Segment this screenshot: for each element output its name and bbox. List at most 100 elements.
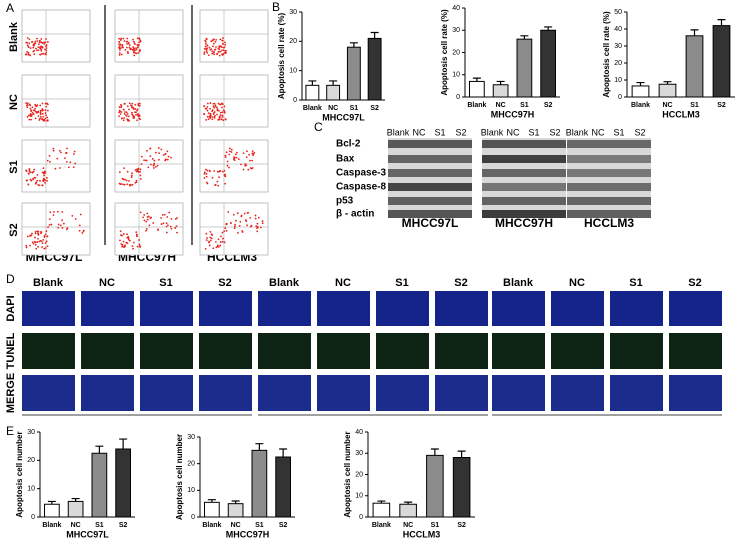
- flow-dot: [36, 40, 39, 42]
- flow-dot: [218, 54, 221, 57]
- flow-dot: [133, 54, 136, 57]
- flow-dot: [25, 102, 27, 105]
- flow-dot: [218, 103, 221, 106]
- flow-dot: [121, 117, 123, 120]
- flow-dot: [73, 150, 76, 153]
- micrograph: [199, 333, 252, 369]
- flow-dot: [59, 224, 62, 227]
- flow-dot: [228, 147, 231, 150]
- flow-dot: [65, 228, 68, 231]
- flow-dot: [45, 51, 48, 54]
- flow-dot: [46, 103, 49, 106]
- flow-dot: [214, 241, 217, 243]
- flow-dot: [233, 158, 235, 160]
- lane-label: S2: [549, 127, 560, 137]
- error-bar: [119, 438, 128, 449]
- flow-dot: [120, 37, 123, 40]
- flow-dot: [221, 111, 224, 114]
- flow-dot: [30, 234, 33, 237]
- flow-dot: [138, 37, 141, 40]
- flow-dot: [211, 39, 214, 42]
- flow-dot: [33, 53, 36, 55]
- panel-label: C: [314, 120, 323, 134]
- flow-dot: [138, 104, 141, 107]
- flow-dot: [31, 113, 33, 116]
- x-tick-label: S1: [520, 102, 529, 109]
- y-tick-label: 10: [452, 72, 460, 79]
- flow-dot: [221, 170, 224, 173]
- flow-dot: [176, 217, 178, 219]
- flow-dot: [126, 170, 129, 173]
- flow-dot: [225, 222, 228, 225]
- flow-dot: [45, 47, 48, 49]
- row-label: DAPI: [5, 295, 17, 321]
- flow-dot: [39, 109, 42, 112]
- flow-dot: [34, 42, 36, 45]
- flow-dot: [167, 224, 169, 227]
- flow-dot: [33, 168, 36, 171]
- flow-dot: [61, 211, 64, 213]
- flow-dot: [216, 113, 218, 116]
- flow-dot: [164, 153, 167, 156]
- flow-dot: [71, 214, 74, 217]
- flow-dot: [157, 147, 160, 149]
- flow-dot: [222, 237, 224, 240]
- flow-dot: [145, 159, 148, 162]
- flow-dot: [154, 151, 157, 154]
- flow-dot: [118, 40, 121, 43]
- flow-dot: [233, 225, 236, 228]
- flow-dot: [27, 45, 30, 48]
- micrograph: [669, 333, 722, 369]
- flow-dot: [26, 116, 29, 118]
- flow-dot: [126, 113, 129, 115]
- bar: [658, 83, 677, 98]
- flow-dot: [134, 52, 137, 54]
- flow-dot: [254, 214, 257, 217]
- flow-dot: [206, 182, 209, 185]
- error-bar: [690, 29, 699, 36]
- flow-dot: [139, 40, 142, 43]
- y-tick-label: 40: [355, 429, 363, 436]
- flow-dot: [28, 169, 31, 172]
- blot-band: [567, 197, 651, 205]
- x-tick-label: Blank: [42, 522, 61, 529]
- flow-dot: [46, 245, 49, 248]
- flow-dot: [135, 48, 138, 51]
- blot-band: [388, 155, 472, 163]
- flow-dot: [122, 178, 125, 181]
- flow-dot: [223, 241, 226, 244]
- flow-dot: [65, 152, 68, 154]
- flow-dot: [146, 218, 149, 221]
- flow-dot: [218, 109, 220, 112]
- flow-dot: [137, 167, 140, 170]
- micrograph: [669, 291, 722, 326]
- flow-dot: [203, 113, 206, 116]
- flow-dot: [207, 54, 210, 57]
- flow-dot: [255, 225, 258, 227]
- blot-band: [482, 169, 566, 177]
- flow-dot: [44, 181, 46, 184]
- flow-dot: [41, 246, 44, 248]
- flow-dot: [234, 223, 236, 226]
- flow-dot: [153, 159, 156, 162]
- micrograph: [258, 375, 311, 411]
- flow-dot: [127, 115, 130, 118]
- blot: [388, 138, 472, 218]
- chart-title: HCCLM3: [662, 109, 700, 119]
- flow-dot: [244, 219, 247, 221]
- bar: [305, 84, 320, 101]
- flow-dot: [123, 183, 126, 186]
- flow-dot: [206, 44, 209, 47]
- flow-dot: [175, 225, 178, 228]
- flow-dot: [34, 232, 37, 235]
- flow-dot: [240, 163, 242, 166]
- flow-dot: [28, 42, 31, 45]
- y-axis-label: Apoptosis cell number: [15, 431, 24, 517]
- flow-dot: [48, 218, 51, 221]
- x-tick-label: Blank: [303, 105, 322, 112]
- flow-dot: [212, 113, 215, 115]
- flow-dot: [36, 179, 39, 182]
- flow-dot: [235, 219, 237, 222]
- flow-dot: [156, 164, 159, 167]
- flow-dot: [219, 111, 222, 114]
